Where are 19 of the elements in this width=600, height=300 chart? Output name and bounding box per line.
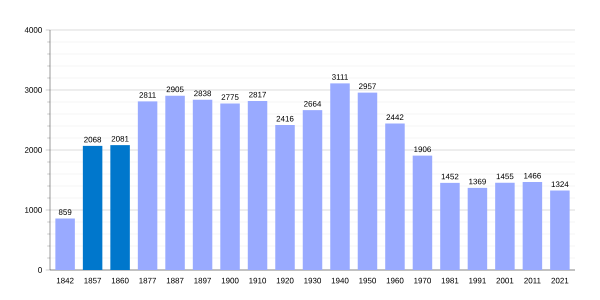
bar [440, 182, 460, 270]
bar [138, 101, 158, 270]
bar [495, 182, 515, 270]
bar [468, 188, 488, 270]
bar [330, 83, 350, 270]
bar [302, 110, 322, 270]
bar [248, 100, 268, 270]
bar [55, 218, 75, 270]
bar [192, 100, 212, 270]
bar [522, 182, 542, 270]
bar [275, 125, 295, 270]
bar [110, 145, 130, 270]
bar [385, 123, 405, 270]
bar [82, 146, 102, 270]
bar [165, 96, 185, 270]
bar [412, 156, 432, 270]
bar [358, 92, 378, 270]
bar [550, 190, 570, 270]
bar [220, 104, 240, 270]
